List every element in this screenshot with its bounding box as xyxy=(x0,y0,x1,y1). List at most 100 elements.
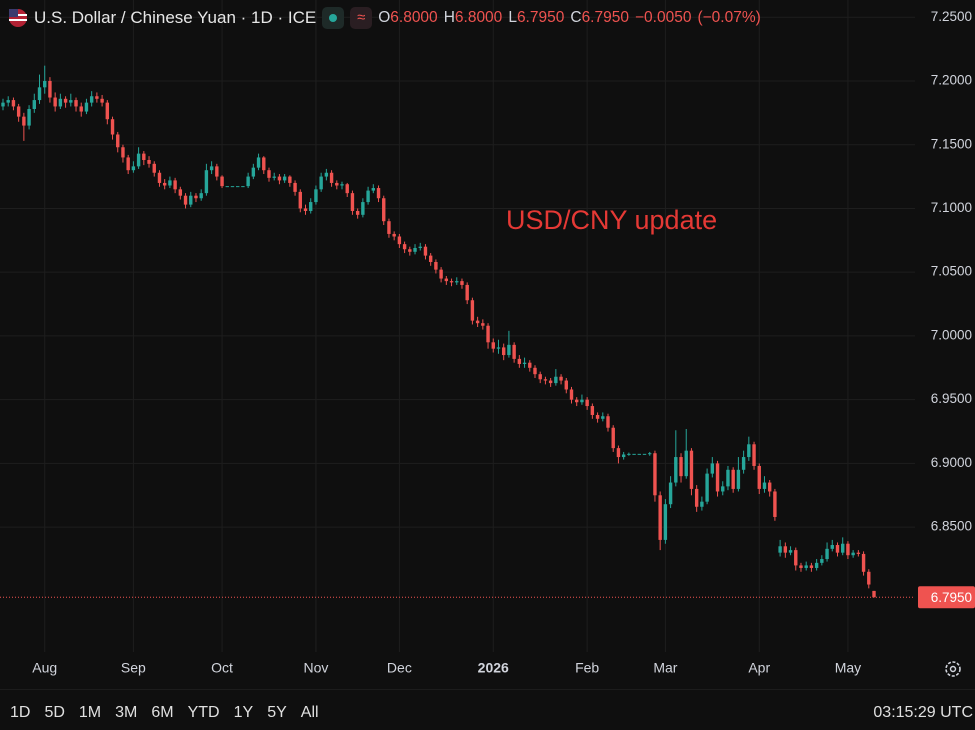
last-price-box xyxy=(918,586,975,609)
flag-canton xyxy=(9,9,18,17)
settings-icon[interactable] xyxy=(945,661,961,677)
candle-body xyxy=(282,176,287,181)
candle-body xyxy=(517,358,522,364)
ohlc-key: L xyxy=(508,9,517,26)
candle-body xyxy=(512,344,516,359)
candle-body xyxy=(449,281,454,283)
timeframe-button[interactable]: 1Y xyxy=(233,704,254,721)
candle-body xyxy=(684,450,688,477)
candle-body xyxy=(100,98,104,103)
market-status[interactable] xyxy=(322,7,345,29)
candle-body xyxy=(444,278,449,282)
timeframe-button[interactable]: 6M xyxy=(151,704,174,721)
candle-body xyxy=(183,195,188,205)
candle-body xyxy=(74,100,78,107)
candle-body xyxy=(721,486,725,492)
timeframe-button[interactable]: 5D xyxy=(44,704,65,721)
candle-body xyxy=(585,399,589,407)
candle-body xyxy=(69,100,73,103)
candle-body xyxy=(387,221,391,234)
candle-body xyxy=(830,545,834,549)
x-tick-label: May xyxy=(835,660,861,676)
candle-body xyxy=(147,159,151,164)
candle-body xyxy=(642,453,647,455)
x-tick-label: Nov xyxy=(303,660,328,676)
bottom-toolbar: 1D 5D 1M 3M 6M YTD 1Y 5Y All 03:15:29 UTC xyxy=(0,696,975,730)
candle-body xyxy=(715,463,720,492)
timeframe-button[interactable]: 1D xyxy=(10,704,31,721)
flag-stripe xyxy=(9,19,27,21)
candle-body xyxy=(382,198,386,222)
candle-body xyxy=(16,106,21,117)
candle-body xyxy=(37,87,42,101)
symbol-title: U.S. Dollar / Chinese Yuan · 1D · ICE xyxy=(34,8,317,27)
candle-body xyxy=(350,193,355,211)
ohlc-value: 6.8000 xyxy=(454,9,503,26)
candle-body xyxy=(142,153,146,160)
y-tick-label: 7.1500 xyxy=(931,136,972,151)
candle-body xyxy=(856,552,861,554)
candle-body xyxy=(136,153,141,167)
candle-body xyxy=(548,380,553,384)
candle-body xyxy=(293,182,297,192)
candle-body xyxy=(590,406,595,415)
candle-body xyxy=(413,247,417,252)
x-tick-label: 2026 xyxy=(478,660,509,676)
data-icon[interactable]: ≈ xyxy=(350,7,373,29)
candle-body xyxy=(434,261,438,270)
candle-body xyxy=(428,255,433,262)
candle-body xyxy=(475,320,480,324)
annotation: USD/CNY update xyxy=(506,205,717,235)
candle-body xyxy=(209,166,214,171)
candle-body xyxy=(110,119,115,135)
candle-body xyxy=(194,195,198,199)
x-tick-label: Oct xyxy=(211,660,233,676)
candle-body xyxy=(679,457,683,477)
timeframe-button[interactable]: 1M xyxy=(78,704,102,721)
candle-body xyxy=(653,453,657,496)
candle-body xyxy=(303,208,308,211)
candle-body xyxy=(121,147,125,158)
candle-body xyxy=(246,176,250,187)
candle-body xyxy=(694,488,699,507)
x-tick-label: Mar xyxy=(653,660,677,676)
candle-body xyxy=(872,590,876,598)
candle-body xyxy=(22,116,26,126)
candle-body xyxy=(767,482,772,492)
ohlc-value: 6.7950 xyxy=(581,9,629,26)
candle-body xyxy=(204,170,209,194)
gear-hub[interactable] xyxy=(949,665,957,673)
candle-body xyxy=(58,98,63,107)
candle-body xyxy=(345,184,349,194)
timeframe-button[interactable]: All xyxy=(300,704,319,721)
candle-body xyxy=(846,543,850,556)
candle-body xyxy=(674,457,678,483)
candle-body xyxy=(63,98,68,103)
candle-body xyxy=(288,176,292,183)
candle-body xyxy=(543,379,548,381)
candle-body xyxy=(809,565,814,568)
candle-body xyxy=(131,166,136,171)
x-tick-label: Aug xyxy=(32,660,57,676)
candle-body xyxy=(152,163,156,173)
candle-body xyxy=(496,347,501,349)
timeframe-button[interactable]: 3M xyxy=(115,704,138,721)
candle-body xyxy=(752,444,756,466)
timeframe-button[interactable]: 5Y xyxy=(267,704,287,721)
candle-body xyxy=(230,186,235,188)
x-tick-label: Apr xyxy=(748,660,770,676)
candle-body xyxy=(470,300,475,321)
candle-body xyxy=(397,236,402,245)
candle-body xyxy=(241,186,245,188)
candle-body xyxy=(251,167,256,177)
candle-body xyxy=(236,186,240,188)
candle-body xyxy=(663,504,668,540)
timeframe-button[interactable]: YTD xyxy=(187,704,220,721)
candle-body xyxy=(162,182,167,186)
clock: 03:15:29 UTC xyxy=(873,704,973,721)
candle-body xyxy=(366,190,370,203)
candle-body xyxy=(402,244,407,250)
gear[interactable] xyxy=(945,661,961,677)
candle-body xyxy=(788,550,793,553)
candle-body xyxy=(783,546,788,553)
